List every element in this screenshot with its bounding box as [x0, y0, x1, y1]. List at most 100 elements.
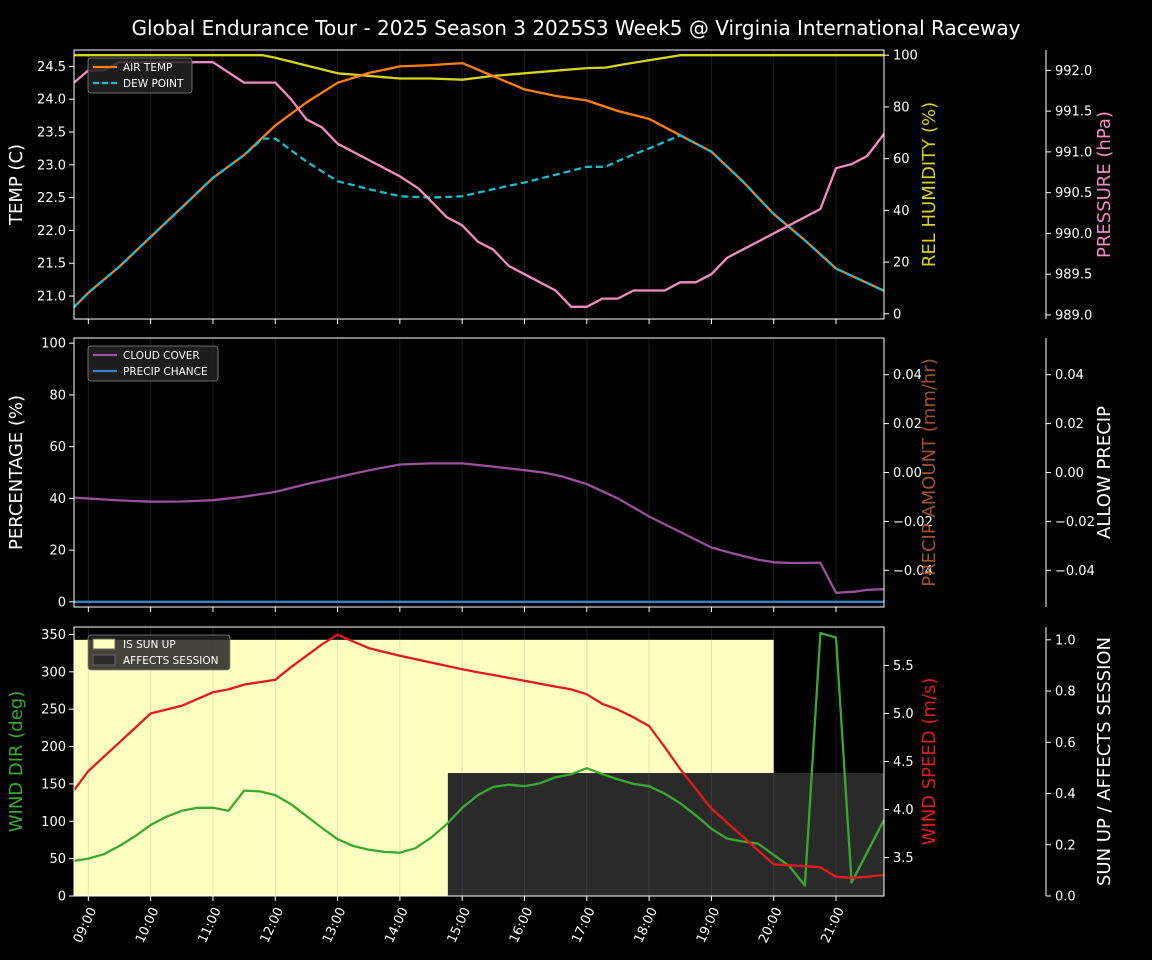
left-axis-1-tick-label: 24.0	[37, 93, 66, 108]
left-axis-3-tick-label: 350	[41, 628, 66, 643]
far-right-axis-3: 0.0 0.2 0.4 0.6 0.8 1.0	[1045, 627, 1076, 905]
left-axis-1-tick-label: 24.5	[37, 60, 66, 75]
legend-box	[87, 345, 219, 382]
legend-label: PRECIP CHANCE	[123, 366, 208, 378]
right-axis-2-tick-label: 0.00	[893, 466, 922, 481]
right-axis-1-tick-label: 40	[893, 204, 910, 219]
panel-1: AIR TEMP DEW POINT	[73, 49, 885, 324]
right-axis-2-tick-label: 0.02	[893, 417, 922, 432]
series-wind-dir	[73, 631, 886, 887]
legend-label: AIR TEMP	[123, 62, 172, 74]
right-axis-1-tick-label: 100	[893, 49, 918, 64]
left-axis-2-tick-label: 0	[58, 595, 66, 610]
left-axis-3-tick-label: 250	[41, 703, 66, 718]
legend-1: AIR TEMP DEW POINT	[87, 57, 193, 94]
legend-box	[87, 634, 231, 671]
legend-label: DEW POINT	[123, 78, 184, 90]
left-axis-3-tick-label: 300	[41, 665, 66, 680]
left-axis-1-tick-label: 21.0	[37, 290, 66, 305]
far-right-axis-3-tick-label: 0.6	[1055, 736, 1076, 751]
right-axis-3-tick-label: 4.0	[893, 803, 914, 818]
left-axis-2-tick-label: 100	[41, 337, 66, 352]
chart-title: Global Endurance Tour - 2025 Season 3 20…	[132, 16, 1021, 40]
right-axis-2-tick-label: −0.02	[893, 515, 933, 530]
far-right-axis-1-tick-label: 990.5	[1055, 186, 1092, 201]
far-right-axis-3-label: SUN UP / AFFECTS SESSION	[1094, 637, 1115, 886]
far-right-axis-3-tick-label: 0.4	[1055, 787, 1076, 802]
right-axis-1-tick-label: 0	[893, 307, 901, 322]
series-wind-speed	[73, 633, 885, 879]
right-axis-3-tick-label: 5.5	[893, 659, 914, 674]
left-axis-1-tick-label: 23.5	[37, 126, 66, 141]
left-axis-3-tick-label: 150	[41, 777, 66, 792]
left-axis-2-tick-label: 20	[49, 544, 66, 559]
left-axis-3-tick-label: 100	[41, 815, 66, 830]
panel-3: IS SUN UP AFFECTS SESSION	[73, 626, 886, 901]
right-axis-1-label: REL HUMIDITY (%)	[919, 102, 940, 267]
far-right-axis-1-tick-label: 989.0	[1055, 308, 1092, 323]
legend-2: CLOUD COVER PRECIP CHANCE	[87, 345, 219, 382]
left-axis-1-tick-label: 22.0	[37, 224, 66, 239]
right-axis-2: −0.04 −0.02 0.00 0.02 0.04	[883, 338, 933, 607]
left-axis-1-tick-label: 21.5	[37, 257, 66, 272]
far-right-axis-2: −0.04 −0.02 0.00 0.02 0.04	[1045, 338, 1095, 607]
far-right-axis-2-tick-label: 0.02	[1055, 417, 1084, 432]
right-axis-1: 0 20 40 60 80 100	[883, 49, 918, 322]
right-axis-3: 3.5 4.0 4.5 5.0 5.5	[883, 627, 914, 896]
far-right-axis-3-tick-label: 0.0	[1055, 890, 1076, 905]
left-axis-3-tick-label: 200	[41, 740, 66, 755]
right-axis-1-tick-label: 60	[893, 152, 910, 167]
far-right-axis-1-tick-label: 991.5	[1055, 105, 1092, 120]
legend-swatch	[92, 638, 116, 650]
left-axis-2-tick-label: 40	[49, 492, 66, 507]
legend-3: IS SUN UP AFFECTS SESSION	[87, 634, 231, 671]
left-axis-2-tick-label: 60	[49, 440, 66, 455]
left-axis-2-label: PERCENTAGE (%)	[6, 395, 27, 550]
series-cloud-cover	[73, 462, 885, 594]
left-axis-1-label: TEMP (C)	[6, 144, 27, 226]
far-right-axis-2-tick-label: 0.04	[1055, 368, 1084, 383]
far-right-axis-2-tick-label: −0.02	[1055, 515, 1095, 530]
left-axis-1: 21.0 21.5 22.0 22.5 23.0 23.5 24.0 24.5	[37, 50, 75, 319]
right-axis-2-tick-label: 0.04	[893, 368, 922, 383]
far-right-axis-3-tick-label: 1.0	[1055, 633, 1076, 648]
right-axis-1-tick-label: 80	[893, 100, 910, 115]
legend-swatch	[92, 654, 116, 666]
left-axis-3-tick-label: 50	[49, 852, 66, 867]
far-right-axis-3-tick-label: 0.8	[1055, 685, 1076, 700]
right-axis-3-tick-label: 3.5	[893, 851, 914, 866]
right-axis-3-tick-label: 4.5	[893, 755, 914, 770]
right-axis-2-label: PRECIP AMOUNT (mm/hr)	[919, 358, 940, 587]
right-axis-3-tick-label: 5.0	[893, 707, 914, 722]
left-axis-2: 0 20 40 60 80 100	[41, 337, 75, 610]
left-axis-3: 0 50 100 150 200 250 300 350	[41, 627, 75, 905]
left-axis-1-tick-label: 22.5	[37, 191, 66, 206]
far-right-axis-1: 989.0 989.5 990.0 990.5 991.0 991.5 992.0	[1045, 50, 1092, 323]
legend-label: IS SUN UP	[123, 639, 176, 651]
far-right-axis-1-tick-label: 992.0	[1055, 64, 1092, 79]
left-axis-1-tick-label: 23.0	[37, 158, 66, 173]
right-axis-3-label: WIND SPEED (m/s)	[919, 678, 940, 846]
band-affects-session	[447, 773, 884, 896]
legend-label: CLOUD COVER	[123, 350, 200, 362]
far-right-axis-3-tick-label: 0.2	[1055, 838, 1076, 853]
far-right-axis-1-tick-label: 991.0	[1055, 145, 1092, 160]
chart-panels: AIR TEMP DEW POINT 21.0 21.5 22.0 22.5 23.0 23.…	[6, 49, 1115, 946]
legend-label: AFFECTS SESSION	[123, 655, 219, 667]
right-axis-1-tick-label: 20	[893, 256, 910, 271]
panel-2: CLOUD COVER PRECIP CHANCE	[73, 337, 885, 612]
left-axis-3-tick-label: 0	[58, 890, 66, 905]
far-right-axis-2-tick-label: −0.04	[1055, 564, 1095, 579]
left-axis-3-label: WIND DIR (deg)	[6, 691, 27, 833]
left-axis-2-tick-label: 80	[49, 388, 66, 403]
far-right-axis-1-tick-label: 989.5	[1055, 268, 1092, 283]
series-rel-humidity	[74, 54, 884, 81]
right-axis-2-tick-label: −0.04	[893, 564, 933, 579]
far-right-axis-1-tick-label: 990.0	[1055, 227, 1092, 242]
series-pressure	[73, 61, 885, 308]
series-dew-point	[73, 134, 885, 309]
far-right-axis-1-label: PRESSURE (hPa)	[1094, 111, 1115, 258]
far-right-axis-2-label: ALLOW PRECIP	[1094, 406, 1115, 539]
far-right-axis-2-tick-label: 0.00	[1055, 466, 1084, 481]
